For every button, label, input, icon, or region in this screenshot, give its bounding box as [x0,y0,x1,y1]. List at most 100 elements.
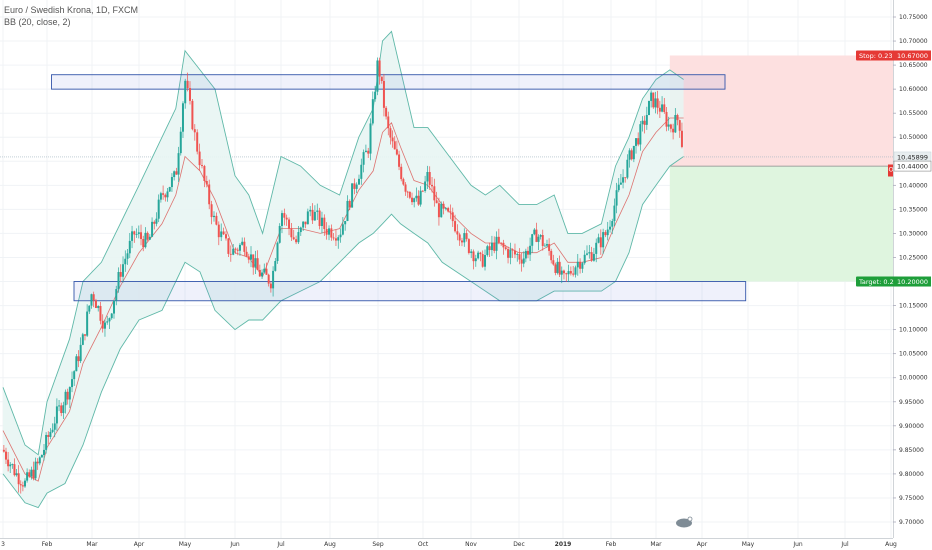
candle-body [250,254,253,260]
candle-body [236,249,239,251]
target-zone [669,166,893,282]
candle-body [465,233,468,240]
logo-shape [676,518,692,528]
candle-body [548,244,551,251]
candle-body [203,166,206,182]
legend-title: Euro / Swedish Krona, 1D, FXCM [4,5,139,15]
candle-body [28,472,31,477]
candle-body [658,107,661,112]
candle-body [175,171,178,175]
time-tick-label: May [179,541,192,548]
candle-body [213,215,215,218]
candle-body [535,229,538,242]
candle-body [15,473,18,476]
candle-body [119,271,122,277]
candle-body [364,150,367,153]
candle-body [357,178,360,185]
candle-body [490,242,493,251]
axis-price-tag: 10.67000 [897,52,928,60]
candle-body [661,104,664,112]
candle-body [543,245,546,247]
time-tick-label: Feb [606,541,617,548]
candle-body [318,210,321,227]
support-resistance-box-2[interactable] [73,281,747,302]
price-tick-label: 9.90000 [899,423,924,430]
candle-body [323,217,326,230]
candle-body [40,455,43,458]
candle-body [667,124,670,127]
price-tick-label: 10.55000 [899,110,928,117]
candle-body [522,258,525,264]
candle-body [339,234,342,238]
time-tick-label: Mar [650,541,662,548]
candle-body [51,429,54,432]
candle-body [302,221,305,228]
candle-body [431,184,434,187]
candle-body [9,464,12,467]
candle-body [170,177,173,188]
candle-body [672,128,675,133]
candle-body [208,184,211,205]
candle-body [351,183,354,208]
price-tick-label: 10.40000 [899,182,928,189]
candle-body [77,356,80,362]
candle-body [516,254,519,255]
candle-body [408,191,411,198]
candle-body [599,237,602,248]
candle-body [283,213,286,218]
candle-body [115,289,118,301]
candle-body [274,261,277,271]
candle-body [529,245,532,255]
candle-body [79,344,82,362]
time-tick-label: Dec [513,541,525,548]
candle-body [299,227,302,233]
candle-body [630,150,633,160]
support-resistance-box-1[interactable] [51,74,726,90]
candle-body [131,231,134,241]
rectangle-drawings[interactable] [51,74,747,302]
time-axis[interactable]: 3 Feb Mar Apr May Jun Jul Aug Sep Oct Nov Dec 2019 Fe… [0,538,897,549]
candle-body [449,211,452,213]
time-tick-label: Nov [465,541,477,548]
candle-body [280,213,283,227]
price-tick-label: 10.30000 [899,230,928,237]
candle-body [467,239,470,253]
candle-body [276,242,279,262]
candle-body [133,231,136,235]
candle-body [619,182,622,185]
tradingview-logo [676,516,693,528]
time-tick-label: Jul [276,541,285,548]
candle-body [511,249,514,251]
candle-body [36,461,39,464]
candle-body [205,181,208,185]
candle-body [565,273,568,275]
candle-body [328,228,331,235]
candle-body [576,261,579,268]
price-tick-label: 10.05000 [899,351,928,358]
candle-body [196,132,199,152]
candle-body [159,193,162,200]
candle-body [609,226,612,230]
price-axis[interactable]: 10.75000 10.70000 10.65000 10.60000 10.55000… [893,0,928,538]
candle-body [586,253,588,255]
candle-body [177,153,180,175]
candle-body [404,184,407,192]
candle-body [413,198,416,203]
price-tick-label: 9.75000 [899,495,924,502]
candle-body [238,244,241,251]
candle-body [53,423,56,430]
candle-body [263,268,266,273]
candle-body [398,154,401,167]
candle-body [106,321,109,323]
time-tick-label: Apr [134,541,145,548]
candle-body [304,221,307,225]
candle-body [144,232,147,248]
price-tick-label: 10.35000 [899,206,928,213]
candle-body [424,181,427,192]
price-tick-label: 9.80000 [899,471,924,478]
candle-body [472,251,475,262]
candle-body [545,244,548,246]
candle-body [674,115,677,133]
candle-body [7,459,10,467]
